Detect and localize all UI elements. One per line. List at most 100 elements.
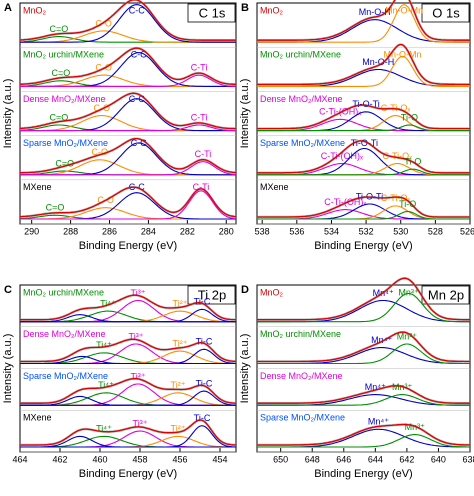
x-tick-label: 530 (393, 226, 408, 236)
x-tick-label: 280 (219, 226, 234, 236)
peak-label: Ti⁴⁺ (100, 298, 116, 308)
y-axis-title: Intensity (a.u.) (239, 334, 251, 404)
peak-label: C-C (131, 50, 147, 60)
peak-label: Ti²⁺ (171, 380, 186, 390)
peak-label: C-C (131, 138, 147, 148)
x-tick-label: 532 (359, 226, 374, 236)
x-tick-label: 534 (324, 226, 339, 236)
peak-label: Ti²⁺ (173, 298, 188, 308)
title-box (187, 3, 236, 23)
peak-label: C-O (95, 63, 112, 73)
x-tick-label: 638 (462, 454, 474, 464)
panel-title: C 1s (199, 5, 226, 20)
panel-letter: B (241, 2, 249, 14)
spectrum-name: Sparse MnO₂/MXene (260, 138, 345, 148)
spectrum: Mn-O-HMn-O-Mn MnO₂ (257, 0, 470, 48)
spectrum-name: MnO₂ urchin/MXene (23, 50, 104, 60)
spectrum: Mn-O-HMn-O-Mn MnO₂ urchin/MXene (257, 43, 470, 92)
spectrum: C=O C-O C-C C-Ti MnO₂ urchin/MXene (20, 46, 236, 92)
y-axis-title: Intensity (a.u.) (2, 79, 14, 149)
fit-component (20, 161, 237, 176)
peak-label: C=O (50, 24, 69, 34)
spectrum: Mn⁴⁺ Mn³⁺ MnO₂ urchin/MXene (257, 329, 470, 369)
peak-label: Ti³⁺ (131, 371, 146, 381)
spectrum-name: MnO₂ (23, 5, 47, 15)
fit-component (20, 355, 236, 365)
fit-component (257, 55, 470, 87)
x-tick-label: 286 (102, 226, 117, 236)
peak-label: Ti-O-Ti (351, 138, 378, 148)
peak-label: Ti-C (196, 337, 213, 347)
peak-label: Ti³⁺ (131, 288, 146, 298)
x-tick-label: 538 (255, 226, 270, 236)
spectrum: Mn⁴⁺ Mn³⁺MnO₂ (257, 276, 470, 327)
peak-label: Ti-C (194, 413, 211, 423)
fit-component (20, 74, 236, 87)
panel-letter: C (4, 284, 12, 296)
x-axis-title: Binding Energy (eV) (314, 240, 412, 252)
peak-label: C=O (51, 68, 70, 78)
x-tick-label: 536 (289, 226, 304, 236)
peak-label: Ti-C (196, 378, 213, 388)
fit-envelope (19, 186, 237, 218)
peak-label: Ti³⁺ (129, 331, 144, 341)
spectrum-name: Dense MnO₂/MXene (23, 94, 106, 104)
fit-envelope (257, 43, 470, 86)
peak-label: C-C (129, 94, 145, 104)
peak-label: Ti-O-Ti (356, 191, 383, 201)
title-box (421, 3, 470, 23)
peak-label: Ti⁴⁺ (98, 380, 114, 390)
peak-label: C-Ti-(OH)ₓ (319, 107, 361, 117)
fit-component (257, 434, 470, 448)
peak-label: Ti-C (194, 297, 211, 307)
spectrum: Mn⁴⁺Mn³⁺Sparse MnO₂/MXene (257, 413, 470, 453)
y-axis-title: Intensity (a.u.) (2, 334, 14, 404)
peak-label: Mn³⁺ (398, 287, 418, 297)
fit-envelope (257, 423, 470, 446)
peak-label: C-Ti (191, 63, 208, 73)
fit-component (257, 292, 470, 323)
peak-label: C-Ti (195, 149, 212, 159)
spectrum-name: MnO₂ urchin/MXene (23, 287, 104, 297)
fit-component (257, 124, 470, 132)
spectrum-name: MXene (23, 413, 52, 423)
fit-component (257, 147, 470, 176)
fit-envelope (257, 140, 470, 174)
x-tick-label: 646 (336, 454, 351, 464)
peak-label: Ti²⁺ (173, 338, 188, 348)
x-tick-label: 648 (305, 454, 320, 464)
fit-envelope (19, 92, 237, 130)
spectrum-name: Dense MnO₂/MXene (260, 371, 343, 381)
fit-envelope (257, 277, 470, 321)
fit-component (257, 168, 470, 176)
x-tick-label: 5264 (460, 226, 474, 236)
spectrum-name: Sparse MnO₂/MXene (23, 371, 108, 381)
peak-label: C=O (55, 158, 74, 168)
x-tick-label: 460 (92, 454, 107, 464)
fit-envelope (257, 385, 470, 404)
x-tick-label: 454 (212, 454, 227, 464)
fit-component (20, 124, 237, 132)
peak-label: Ti²⁺ (171, 424, 186, 434)
fit-envelope (20, 47, 236, 85)
fit-component (257, 394, 470, 406)
fit-component (257, 210, 470, 220)
fit-component (20, 395, 236, 406)
spectrum: C=O C-O C-C C-Ti Sparse MnO₂/MXene (20, 137, 237, 181)
peak-label: Mn³⁺ (397, 331, 417, 341)
fit-envelope (20, 294, 237, 321)
peak-label: Mn-O-H (362, 57, 394, 67)
fit-component (20, 435, 236, 448)
panel-letter: D (241, 284, 249, 296)
peak-label: C-Ti-Oₓ (381, 103, 411, 113)
x-axis-title: Binding Energy (eV) (79, 240, 177, 252)
peak-label: Mn⁴⁺ (365, 382, 386, 392)
peak-label: Ti-O (399, 199, 416, 209)
spectrum: Ti⁴⁺ Ti³⁺ Ti²⁺ Ti-C Sparse MnO₂/MXene (20, 371, 237, 411)
x-tick-label: 456 (172, 454, 187, 464)
